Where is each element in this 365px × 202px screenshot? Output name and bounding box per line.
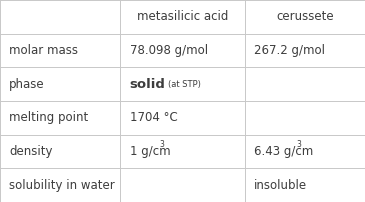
Text: melting point: melting point	[9, 111, 88, 124]
Text: metasilicic acid: metasilicic acid	[137, 10, 228, 23]
Text: cerussete: cerussete	[276, 10, 334, 23]
Text: 78.098 g/mol: 78.098 g/mol	[130, 44, 208, 57]
Text: phase: phase	[9, 78, 45, 91]
Text: 267.2 g/mol: 267.2 g/mol	[254, 44, 325, 57]
Text: insoluble: insoluble	[254, 179, 307, 192]
Text: 1704 °C: 1704 °C	[130, 111, 177, 124]
Text: solubility in water: solubility in water	[9, 179, 115, 192]
Text: 3: 3	[296, 140, 301, 149]
Text: solid: solid	[130, 78, 165, 91]
Text: (at STP): (at STP)	[168, 80, 201, 89]
Text: 3: 3	[160, 140, 165, 149]
Text: density: density	[9, 145, 53, 158]
Text: molar mass: molar mass	[9, 44, 78, 57]
Text: 1 g/cm: 1 g/cm	[130, 145, 170, 158]
Text: 6.43 g/cm: 6.43 g/cm	[254, 145, 313, 158]
